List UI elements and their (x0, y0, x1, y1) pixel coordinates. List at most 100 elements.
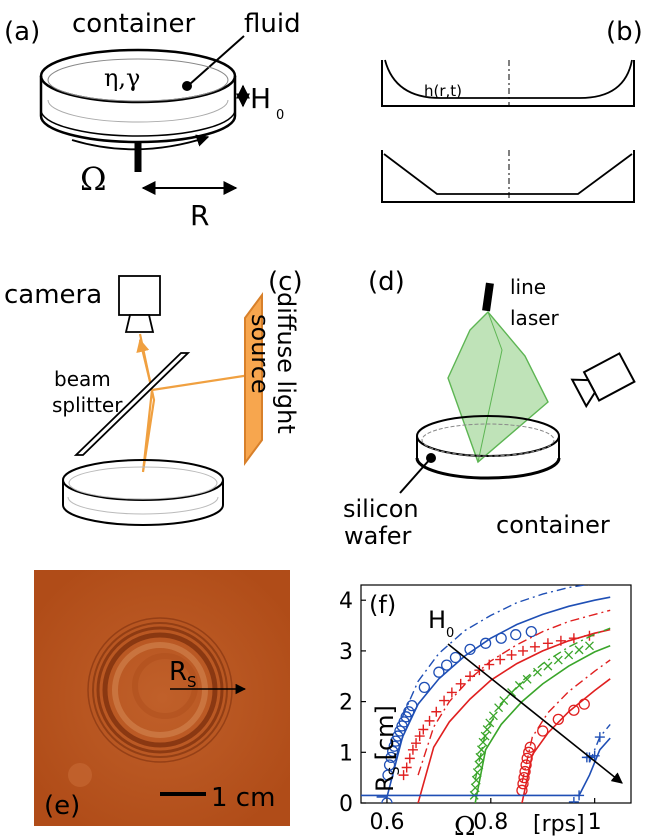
plot-frame (360, 584, 632, 804)
data-point-plus (446, 687, 457, 698)
data-point-plus (424, 715, 435, 726)
data-point-plus (431, 706, 442, 717)
panel-a-tag: (a) (4, 17, 40, 47)
data-point-plus (568, 633, 579, 644)
data-point-plus (589, 750, 600, 761)
h0-label: H (250, 82, 271, 115)
data-point-cross (522, 674, 532, 684)
series-fit-line (521, 678, 611, 803)
series-fit-line (417, 628, 611, 803)
data-point-circle (495, 632, 507, 644)
data-point-circle (523, 746, 535, 758)
container-label: container (72, 9, 196, 39)
data-point-circle (441, 659, 453, 671)
data-point-circle (578, 698, 590, 710)
data-point-circle (394, 725, 406, 737)
x-tick-label: 0.8 (473, 810, 508, 835)
line-laser-body (482, 282, 494, 312)
panel-e: R S (e) 1 cm (34, 570, 290, 826)
data-point-plus (465, 671, 476, 682)
y-tick-label: 2 (339, 691, 353, 716)
data-point-circle (390, 735, 402, 747)
panel-f: 0 1 2 3 4 0.6 0.8 1 (f) H 0 RS[cm] Ω [rps] (339, 584, 632, 838)
y-tick-label: 0 (339, 792, 353, 817)
data-point-plus (574, 790, 585, 801)
data-point-cross (533, 667, 542, 677)
data-point-cross (488, 711, 498, 721)
source-label: source (246, 314, 274, 394)
data-point-plus (418, 724, 429, 735)
x-axis-unit: [rps] (533, 812, 585, 837)
fluid-profile-conical (383, 153, 633, 195)
panel-b: (b) h(r,t) (381, 17, 643, 203)
data-point-circle (392, 730, 404, 742)
panel-b-tag: (b) (606, 17, 643, 47)
beam-label: beam (54, 367, 111, 391)
diffuse-light-source (244, 291, 263, 467)
series-fit-line (361, 737, 611, 797)
data-point-cross (564, 650, 574, 660)
plot-series (361, 585, 611, 803)
container-profile-top (381, 60, 635, 107)
x-tick-label: 0.6 (369, 810, 404, 835)
data-point-cross (477, 745, 486, 755)
data-point-plus (401, 762, 412, 773)
data-point-plus (594, 732, 605, 743)
camera-label: camera (4, 280, 102, 310)
data-point-cross (585, 641, 594, 651)
y-axis-label: RS[cm] (371, 705, 403, 792)
x-tick-label: 1 (588, 810, 602, 835)
data-point-cross (474, 760, 484, 770)
data-point-circle (383, 759, 396, 771)
data-point-cross (507, 688, 517, 697)
rotation-arrow (71, 134, 210, 151)
wafer-label: wafer (344, 522, 412, 550)
data-point-plus (518, 645, 528, 656)
interference-rings (87, 617, 233, 763)
y-tick-label: 4 (339, 589, 353, 614)
rs-label: R (169, 657, 187, 687)
series-fit-line (376, 596, 611, 798)
data-point-circle (433, 666, 445, 678)
series-fit-dashdot (401, 585, 590, 718)
data-point-circle (519, 765, 531, 778)
y-tick-label: 1 (339, 741, 353, 766)
data-point-cross (475, 752, 485, 762)
data-point-plus (411, 738, 422, 749)
data-point-plus (439, 695, 450, 706)
scale-bar (160, 792, 206, 796)
h0-trend-arrow (447, 643, 623, 784)
diffuse-label: diffuse light (272, 292, 300, 434)
container-profile-bottom (381, 150, 635, 203)
data-point-plus (474, 665, 485, 676)
silicon-label: silicon (343, 495, 419, 523)
panel-c: (c) camera beam splitter diffuse light s… (4, 267, 303, 526)
data-point-cross (485, 718, 495, 728)
data-point-plus (484, 659, 495, 670)
data-point-circle (521, 752, 533, 765)
data-point-cross (494, 703, 504, 713)
data-point-circle (479, 637, 492, 649)
series-fit-dashdot (474, 627, 611, 781)
data-point-plus (568, 796, 579, 803)
eta-gamma-label: η,γ (104, 64, 140, 92)
data-point-circle (381, 797, 393, 803)
panel-d: (d) line laser silicon wafer container (343, 267, 636, 550)
data-point-circle (406, 700, 418, 712)
line-label: line (510, 275, 546, 299)
scale-label: 1 cm (211, 783, 275, 813)
panel-c-tag: (c) (268, 267, 303, 297)
data-point-cross (471, 775, 481, 785)
data-point-circle (517, 778, 529, 790)
data-point-cross (553, 655, 563, 665)
data-point-circle (387, 745, 399, 757)
container-d-label: container (496, 511, 610, 539)
h-rt-label: h(r,t) (424, 82, 462, 100)
data-point-circle (518, 772, 530, 784)
data-point-circle (403, 706, 415, 718)
data-point-plus (414, 731, 425, 742)
y-tick-label: 3 (339, 640, 353, 665)
data-point-plus (398, 770, 409, 781)
panel-f-tag: (f) (369, 591, 396, 619)
fluid-dot (182, 81, 192, 91)
